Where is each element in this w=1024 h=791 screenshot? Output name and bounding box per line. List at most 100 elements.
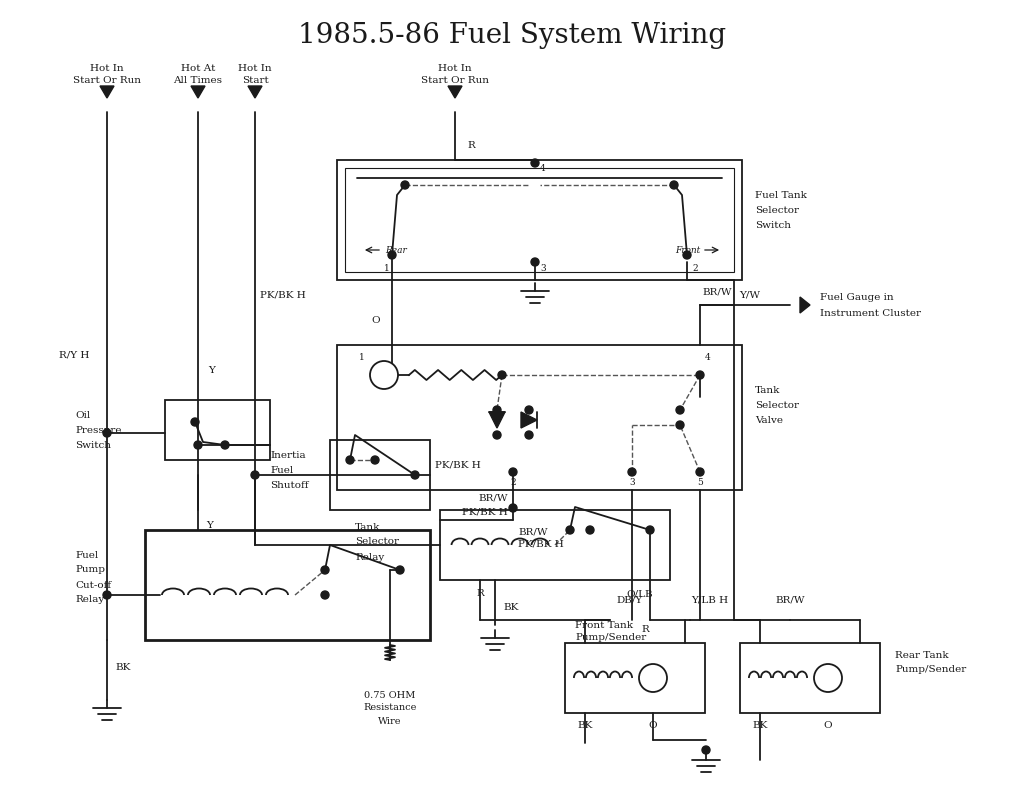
Circle shape: [531, 258, 539, 266]
Bar: [330, 440, 430, 510]
Text: Front: Front: [675, 245, 700, 255]
Circle shape: [493, 431, 501, 439]
Text: 4: 4: [540, 164, 546, 172]
Text: PK/BK H: PK/BK H: [518, 539, 564, 548]
Text: R/Y H: R/Y H: [58, 350, 89, 359]
Text: Start Or Run: Start Or Run: [421, 75, 489, 85]
Circle shape: [696, 371, 705, 379]
Text: Inertia: Inertia: [270, 451, 305, 460]
Text: Hot In: Hot In: [239, 63, 271, 73]
Circle shape: [194, 441, 202, 449]
Text: Start: Start: [242, 75, 268, 85]
Circle shape: [388, 251, 396, 259]
Circle shape: [702, 746, 710, 754]
Circle shape: [493, 406, 501, 414]
Circle shape: [401, 181, 409, 189]
Circle shape: [411, 471, 419, 479]
Circle shape: [221, 441, 229, 449]
Text: Selector: Selector: [355, 538, 399, 547]
Polygon shape: [248, 86, 262, 98]
Text: Oil: Oil: [75, 411, 90, 419]
Polygon shape: [449, 86, 462, 98]
Circle shape: [321, 591, 329, 599]
Text: Fuel: Fuel: [75, 551, 98, 559]
Text: 1985.5-86 Fuel System Wiring: 1985.5-86 Fuel System Wiring: [298, 21, 726, 48]
Text: Relay: Relay: [75, 596, 104, 604]
Bar: [740, 643, 880, 713]
Bar: [440, 510, 670, 580]
Circle shape: [670, 181, 678, 189]
Text: 2: 2: [510, 478, 516, 486]
Circle shape: [498, 371, 506, 379]
Text: All Times: All Times: [173, 75, 222, 85]
Text: 3: 3: [540, 263, 546, 273]
Text: M: M: [822, 673, 834, 683]
Circle shape: [639, 664, 667, 692]
Circle shape: [191, 418, 199, 426]
Text: Pump: Pump: [75, 566, 105, 574]
Bar: [145, 530, 430, 640]
Text: BK: BK: [753, 721, 768, 729]
Circle shape: [566, 526, 574, 534]
Text: BK: BK: [578, 721, 593, 729]
Text: BK: BK: [503, 604, 518, 612]
Circle shape: [321, 566, 329, 574]
Circle shape: [509, 504, 517, 512]
Text: Relay: Relay: [355, 552, 384, 562]
Polygon shape: [800, 297, 810, 313]
Text: O: O: [648, 721, 657, 729]
Circle shape: [531, 159, 539, 167]
Text: Instrument Cluster: Instrument Cluster: [820, 308, 921, 317]
Text: Fuel Gauge in: Fuel Gauge in: [820, 293, 894, 301]
Circle shape: [346, 456, 354, 464]
Text: Shutoff: Shutoff: [270, 480, 308, 490]
Text: Resistance: Resistance: [364, 703, 417, 713]
Text: Cut-off: Cut-off: [75, 581, 112, 589]
Text: M: M: [379, 370, 389, 380]
Bar: [337, 345, 742, 490]
Text: PK/BK H: PK/BK H: [435, 460, 480, 470]
Text: Tank: Tank: [755, 385, 780, 395]
Text: Selector: Selector: [755, 206, 799, 214]
Text: DB/Y: DB/Y: [616, 596, 643, 604]
Text: Hot At: Hot At: [181, 63, 215, 73]
Text: PK/BK H: PK/BK H: [260, 290, 306, 300]
Text: BR/W: BR/W: [702, 287, 731, 297]
Circle shape: [103, 429, 111, 437]
Text: O: O: [372, 316, 380, 324]
Circle shape: [251, 471, 259, 479]
Circle shape: [525, 406, 534, 414]
Text: R: R: [641, 626, 649, 634]
Text: BR/W: BR/W: [478, 494, 508, 502]
Text: Selector: Selector: [755, 400, 799, 410]
Text: Switch: Switch: [755, 221, 791, 229]
Text: Fuel Tank: Fuel Tank: [755, 191, 807, 199]
Text: Pressure: Pressure: [75, 426, 122, 434]
Circle shape: [509, 468, 517, 476]
Text: Switch: Switch: [75, 441, 111, 449]
Circle shape: [371, 456, 379, 464]
Polygon shape: [191, 86, 205, 98]
Text: Front Tank: Front Tank: [575, 620, 633, 630]
Text: 0.75 OHM: 0.75 OHM: [365, 691, 416, 699]
Polygon shape: [521, 412, 537, 428]
Circle shape: [103, 591, 111, 599]
Text: 1: 1: [384, 263, 390, 273]
Text: Hot In: Hot In: [90, 63, 124, 73]
Text: 1: 1: [359, 353, 365, 361]
Circle shape: [370, 361, 398, 389]
Text: Rear Tank: Rear Tank: [895, 650, 948, 660]
Circle shape: [646, 526, 654, 534]
Text: PK/BK H: PK/BK H: [462, 508, 508, 517]
Bar: [337, 160, 742, 280]
Circle shape: [814, 664, 842, 692]
Text: 2: 2: [692, 263, 697, 273]
Circle shape: [696, 468, 705, 476]
Bar: [345, 168, 734, 272]
Circle shape: [586, 526, 594, 534]
Text: Valve: Valve: [755, 415, 783, 425]
Text: O/LB: O/LB: [627, 589, 653, 599]
Bar: [565, 643, 705, 713]
Text: O: O: [823, 721, 833, 729]
Text: Wire: Wire: [378, 717, 401, 725]
